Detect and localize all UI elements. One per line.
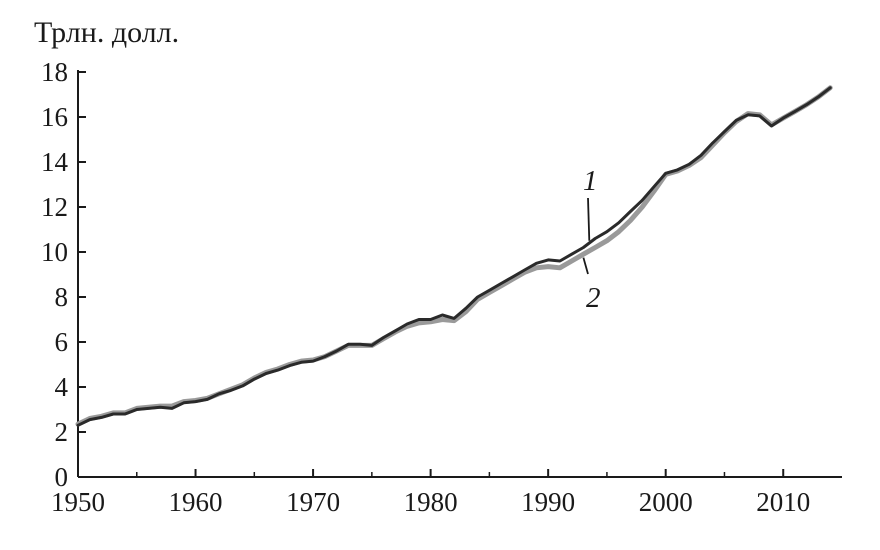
y-tick-label: 18 (41, 57, 68, 87)
series-tags: 12 (582, 165, 601, 314)
y-tick-label: 2 (55, 417, 69, 447)
y-tick-label: 8 (55, 282, 69, 312)
series-tag-2-leader (582, 257, 589, 275)
series-line-1 (76, 86, 832, 427)
series-tag-1: 1 (583, 165, 598, 197)
x-tick-label: 1950 (51, 487, 105, 517)
series-tag-1-leader (587, 197, 591, 241)
y-tick-label: 6 (55, 327, 69, 357)
y-tick-label: 0 (55, 462, 69, 492)
x-tick-label: 1970 (286, 487, 340, 517)
y-tick-label: 12 (41, 192, 68, 222)
y-tick-label: 4 (55, 372, 69, 402)
x-tick-label: 2000 (639, 487, 693, 517)
y-axis-unit-label: Трлн. долл. (34, 16, 179, 49)
x-tick-label: 1990 (521, 487, 575, 517)
x-tick-label: 2010 (756, 487, 810, 517)
y-tick-label: 16 (41, 102, 68, 132)
x-tick-label: 1980 (404, 487, 458, 517)
y-tick-label: 10 (41, 237, 68, 267)
series-tag-2: 2 (586, 282, 601, 314)
x-tick-label: 1960 (169, 487, 223, 517)
series-layer (75, 85, 833, 427)
y-tick-label: 14 (41, 147, 69, 177)
